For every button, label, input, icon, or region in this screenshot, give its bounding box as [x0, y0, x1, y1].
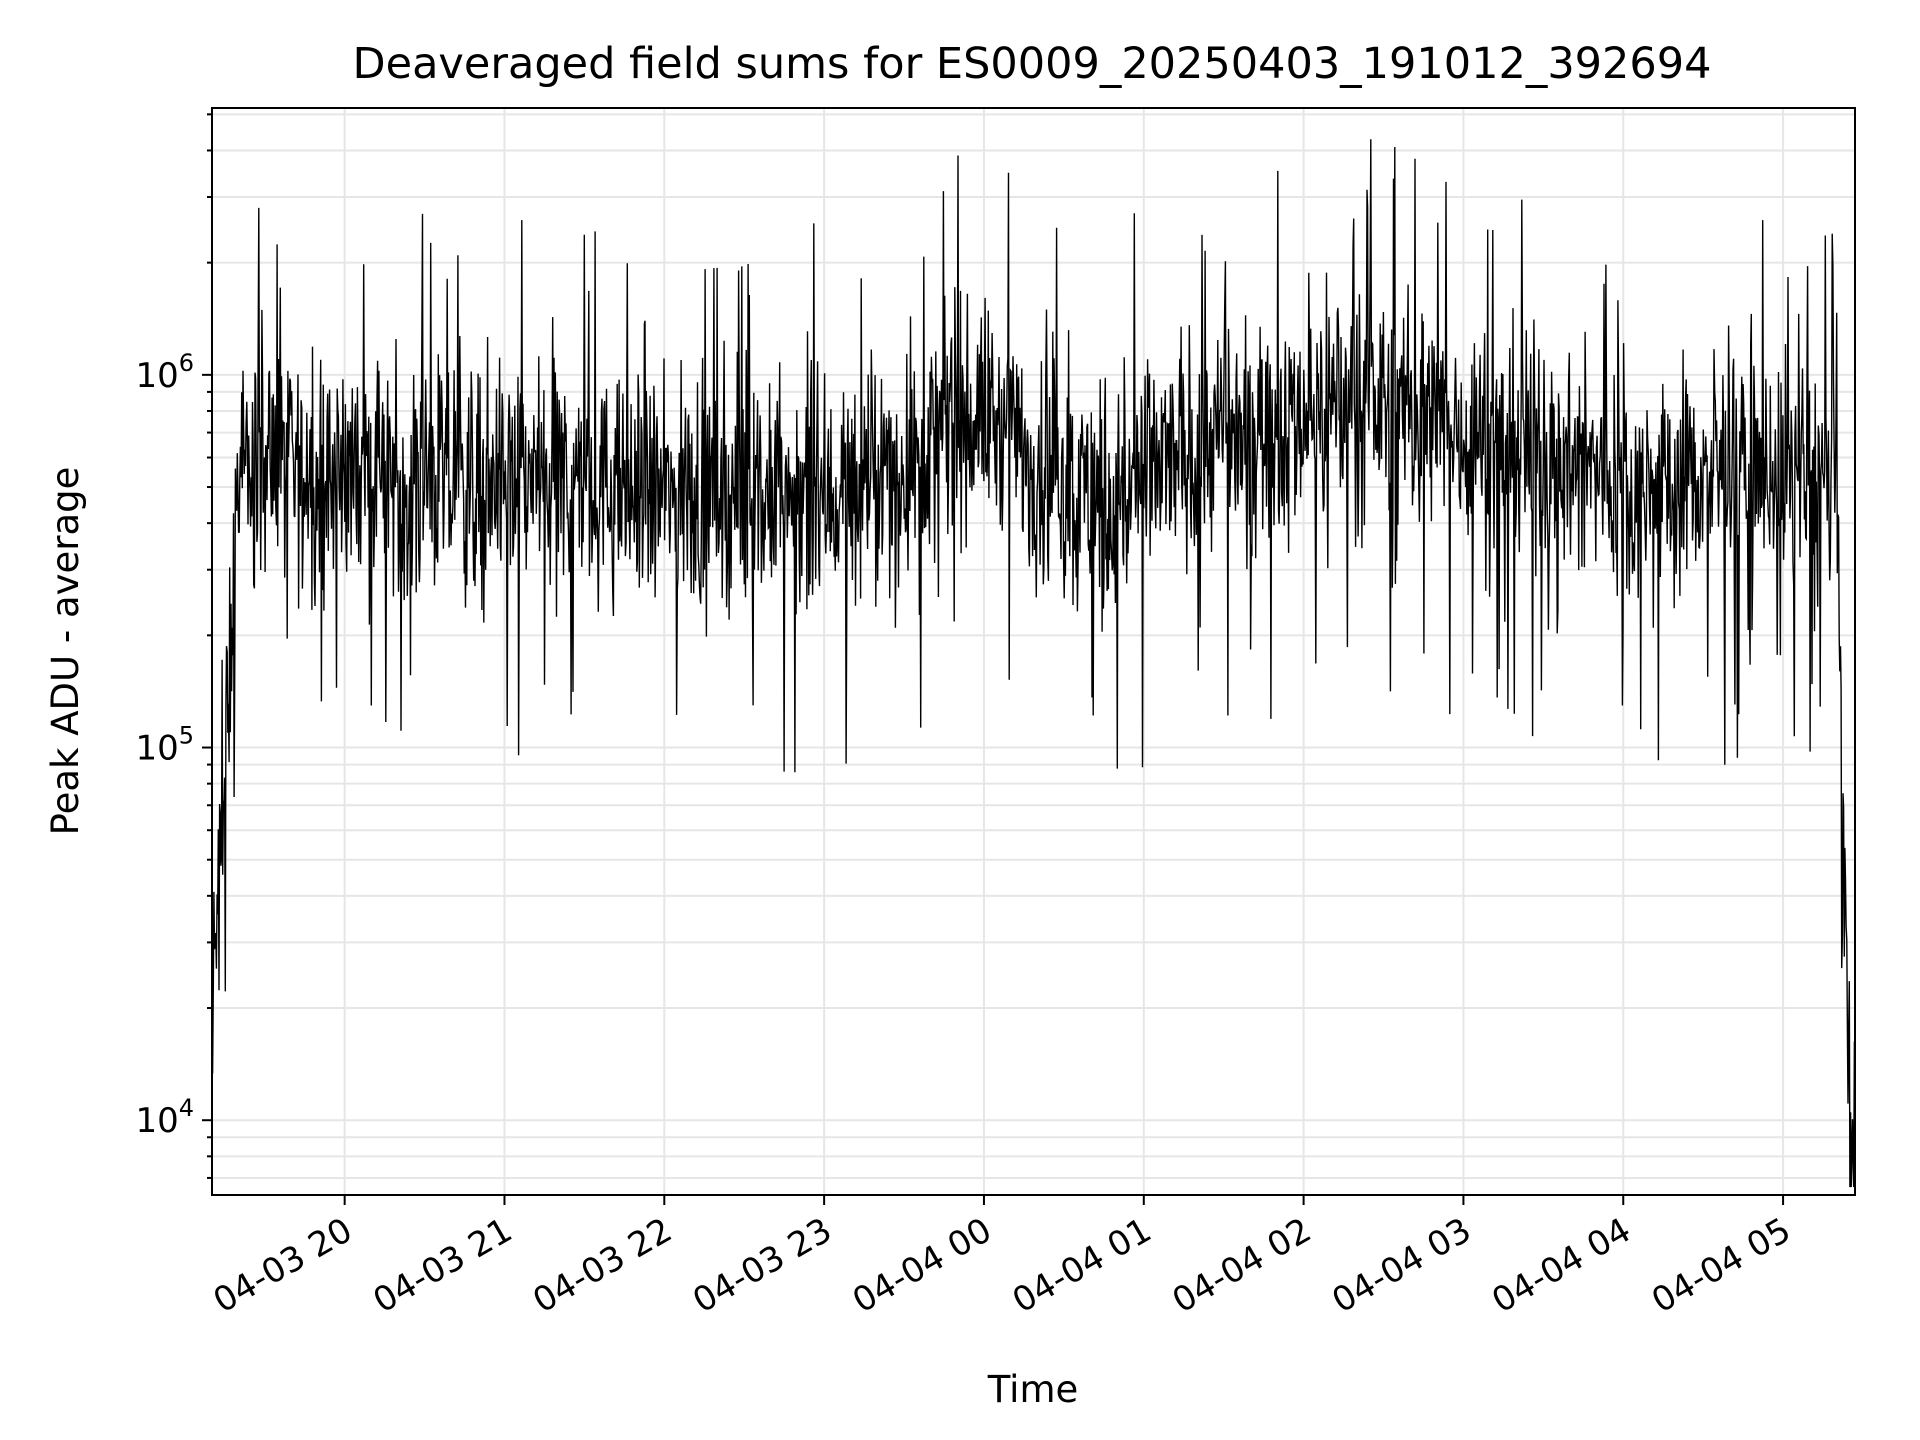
plot-frame — [211, 107, 1856, 1196]
grid-lines — [212, 108, 1855, 1195]
x-axis-label: Time — [987, 1368, 1079, 1411]
series-line — [211, 139, 1856, 1188]
y-axis-label: Peak ADU - average — [44, 467, 87, 836]
y-axis-ticks: 104 105 106 — [135, 113, 212, 1179]
y-tick-label: 105 — [135, 722, 194, 769]
y-tick-label: 104 — [135, 1094, 194, 1141]
chart-title: Deaveraged field sums for ES0009_2025040… — [353, 39, 1712, 89]
series-line-group — [211, 139, 1856, 1188]
y-tick-label: 106 — [135, 349, 194, 396]
